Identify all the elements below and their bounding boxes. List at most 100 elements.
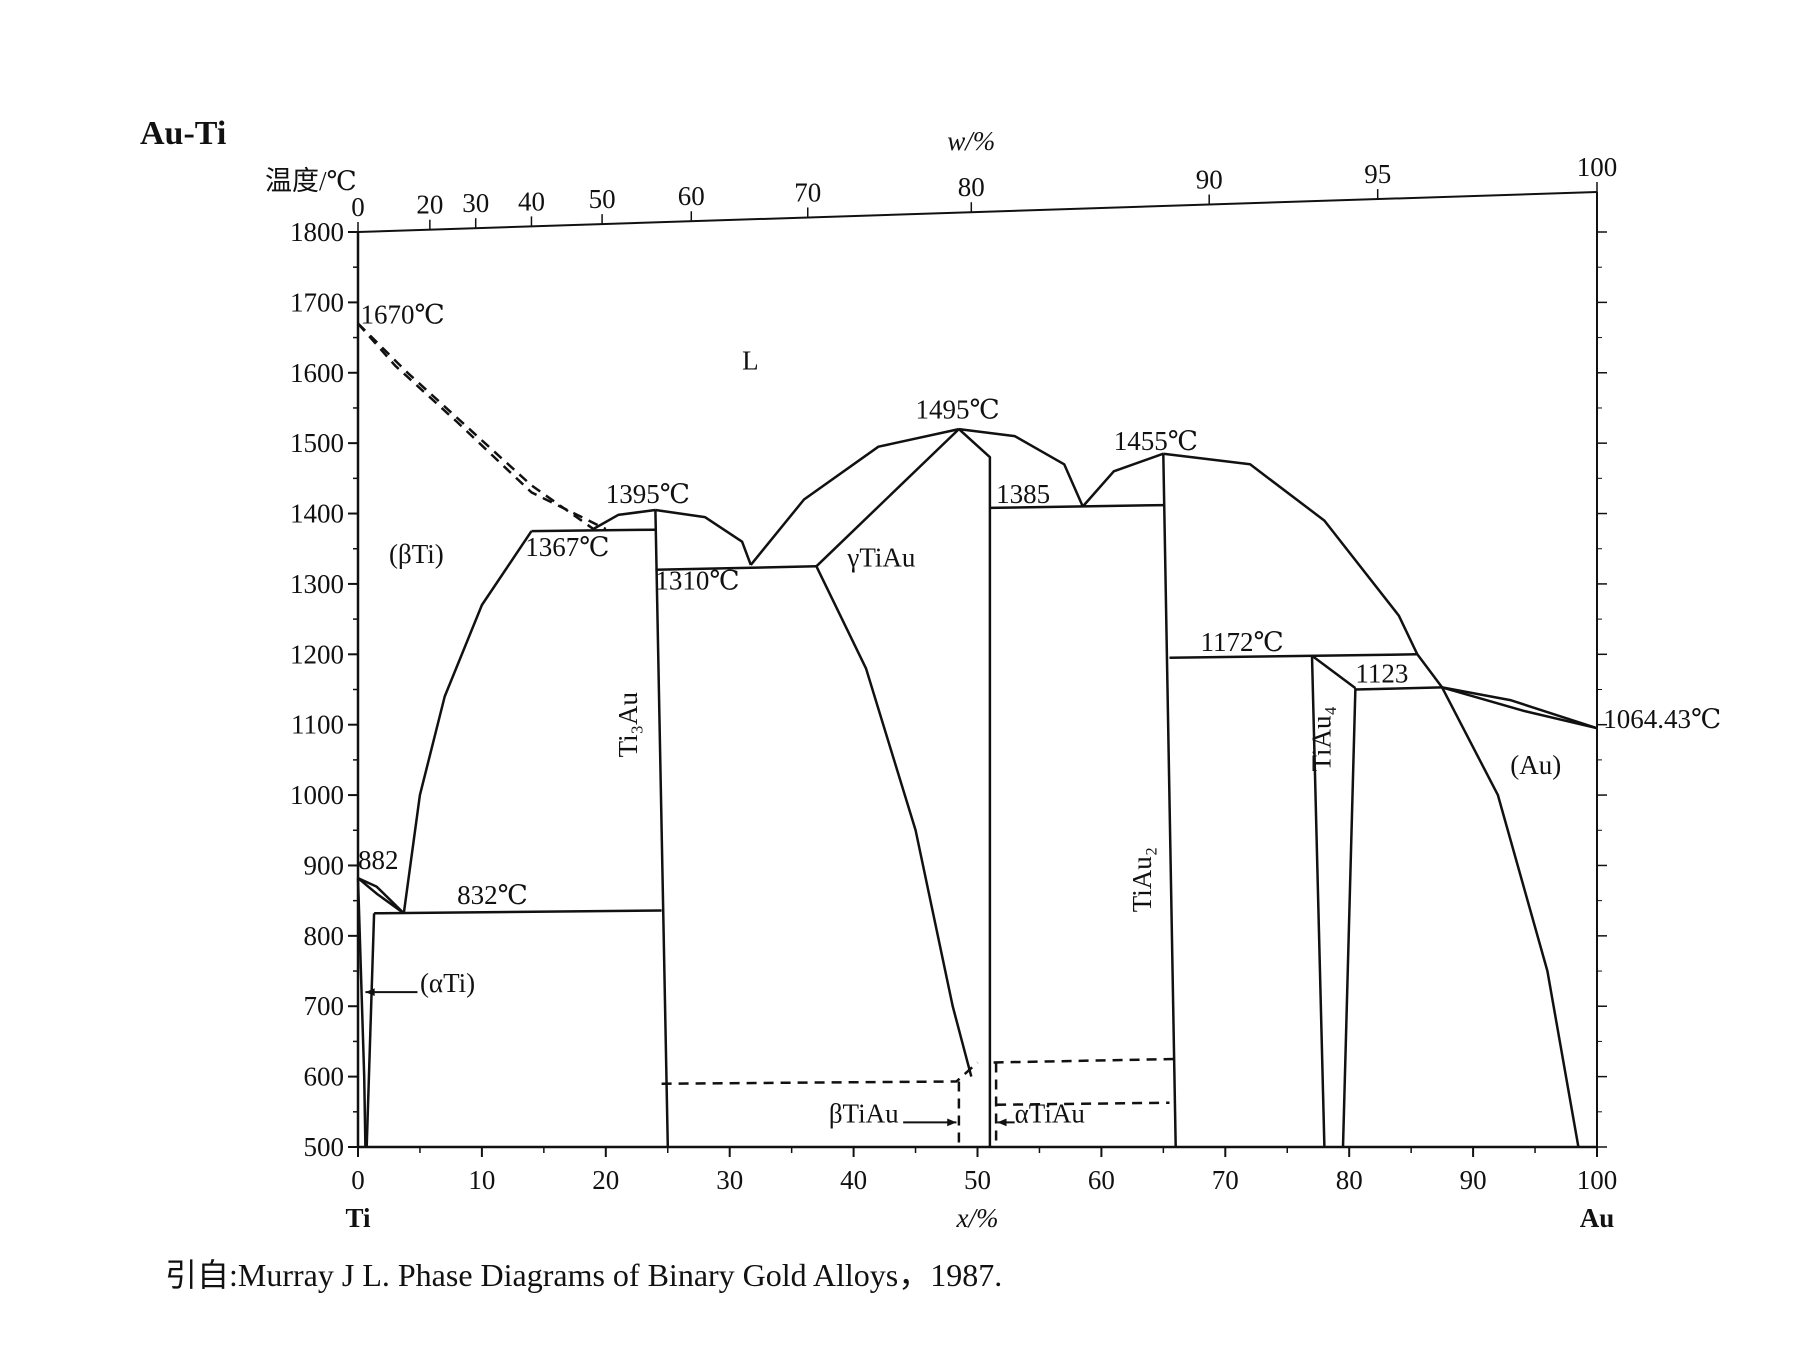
phase-boundary [1162, 453, 1177, 1148]
top-tick-label: 60 [678, 181, 705, 211]
phase-boundary [654, 509, 670, 1148]
phase-boundary [531, 528, 656, 533]
diagram-annotation: (Au) [1510, 750, 1561, 780]
x-left-end-label: Ti [345, 1203, 371, 1233]
phase-boundary [357, 322, 607, 531]
phase-boundary [1081, 452, 1164, 508]
diagram-annotation: βTiAu [829, 1098, 899, 1128]
phase-boundary [815, 565, 973, 1077]
beta-tiaU-arrow-head [947, 1118, 957, 1127]
phase-boundary [1441, 686, 1598, 730]
y-tick-label: 1300 [290, 569, 344, 599]
diagram-annotation: L [742, 345, 759, 375]
phase-boundary [996, 1101, 1170, 1107]
diagram-annotation: αTiAu [1015, 1098, 1086, 1128]
y-tick-label: 900 [304, 850, 345, 880]
phase-boundary [1310, 655, 1326, 1148]
diagram-annotation: 1064.43℃ [1603, 704, 1721, 734]
axes [356, 191, 1598, 1149]
phase-boundary [815, 428, 960, 568]
phase-boundary [655, 565, 817, 572]
alpha-tiaU-arrow-head [997, 1118, 1007, 1127]
y-axis-label: 温度/℃ [265, 166, 357, 196]
diagram-annotation: 1395℃ [606, 479, 690, 509]
top-tick-label: 20 [416, 190, 443, 220]
phase-boundary [1440, 686, 1580, 1148]
y-tick-label: 1800 [290, 217, 344, 247]
phase-boundary [374, 909, 662, 915]
top-axis-label: w/% [947, 126, 995, 156]
y-tick-label: 1500 [290, 428, 344, 458]
diagram-annotation: 1455℃ [1114, 426, 1198, 456]
x-tick-label: 10 [468, 1165, 495, 1195]
top-tick-label: 40 [518, 186, 545, 216]
diagram-annotation: 1367℃ [525, 532, 609, 562]
x-tick-label: 100 [1577, 1165, 1618, 1195]
phase-boundary [356, 878, 367, 1148]
phase-boundary [1311, 654, 1357, 690]
diagram-annotation: (βTi) [389, 539, 444, 569]
phase-boundary [592, 508, 656, 531]
phase-boundary [661, 1061, 979, 1085]
diagram-annotation: (αTi) [420, 968, 475, 998]
chart-title: Au-Ti [140, 115, 227, 152]
y-tick-label: 1400 [290, 499, 344, 529]
phase-boundary [357, 322, 595, 531]
top-axis-line [357, 191, 1598, 233]
phase-boundary [958, 427, 1084, 508]
phase-boundary [749, 427, 960, 566]
diagram-annotation: 1670℃ [360, 300, 444, 330]
diagram-annotation: 882 [358, 845, 399, 875]
y-tick-label: 1000 [290, 780, 344, 810]
y-tick-label: 1600 [290, 358, 344, 388]
y-tick-label: 1700 [290, 287, 344, 317]
phase-boundary [1163, 452, 1419, 655]
phase-boundary [357, 877, 405, 915]
y-tick-label: 1100 [291, 710, 344, 740]
source-citation: 引自:Murray J L. Phase Diagrams of Binary … [165, 1257, 1003, 1293]
phase-boundary [993, 1057, 1176, 1064]
diagram-annotation: γTiAu [846, 542, 915, 572]
top-tick-label: 90 [1196, 165, 1223, 195]
x-tick-label: 80 [1336, 1165, 1363, 1195]
diagram-annotation: 1310℃ [655, 566, 739, 596]
diagram-annotation: 1172℃ [1201, 627, 1284, 657]
x-tick-label: 60 [1088, 1165, 1115, 1195]
top-tick-label: 100 [1577, 152, 1618, 182]
ticks: 5006007008009001000110012001300140015001… [265, 126, 1617, 1233]
x-axis-label: x/% [956, 1203, 999, 1233]
y-tick-label: 600 [304, 1062, 345, 1092]
phase-boundary [989, 503, 1164, 510]
y-tick-label: 500 [304, 1132, 345, 1162]
phase-label-rotated: Ti₃Au [613, 691, 643, 757]
x-right-end-label: Au [1580, 1203, 1615, 1233]
y-tick-label: 700 [304, 991, 345, 1021]
top-tick-label: 0 [351, 192, 365, 222]
x-tick-label: 40 [840, 1165, 867, 1195]
phase-label-rotated: TiAu₂ [1127, 847, 1157, 912]
phase-boundary [1355, 686, 1443, 691]
top-tick-label: 30 [462, 188, 489, 218]
diagram-annotation: 1385 [996, 479, 1050, 509]
top-tick-label: 50 [589, 184, 616, 214]
phase-boundary [357, 876, 405, 915]
phase-boundary [365, 913, 376, 1148]
top-tick-label: 95 [1364, 159, 1391, 189]
alpha-ti-arrow-head [365, 988, 375, 997]
phase-boundary [655, 508, 752, 566]
diagram-annotation: 1123 [1355, 658, 1408, 688]
y-tick-label: 800 [304, 921, 345, 951]
x-tick-label: 30 [716, 1165, 743, 1195]
annotations: 1670℃ L 1495℃ 1455℃ 1395℃ 1385 (βTi) 1367℃ 1310℃… [358, 300, 1721, 1129]
diagram-annotation: 832℃ [457, 880, 528, 910]
curves [356, 322, 1598, 1148]
phase-boundary [1341, 688, 1357, 1148]
phase-boundary [1441, 686, 1598, 730]
phase-label-rotated: TiAu₄ [1307, 706, 1337, 771]
top-tick-label: 70 [794, 177, 821, 207]
phase-boundary [958, 428, 992, 1147]
x-tick-label: 90 [1460, 1165, 1487, 1195]
x-tick-label: 50 [964, 1165, 991, 1195]
x-tick-label: 20 [592, 1165, 619, 1195]
